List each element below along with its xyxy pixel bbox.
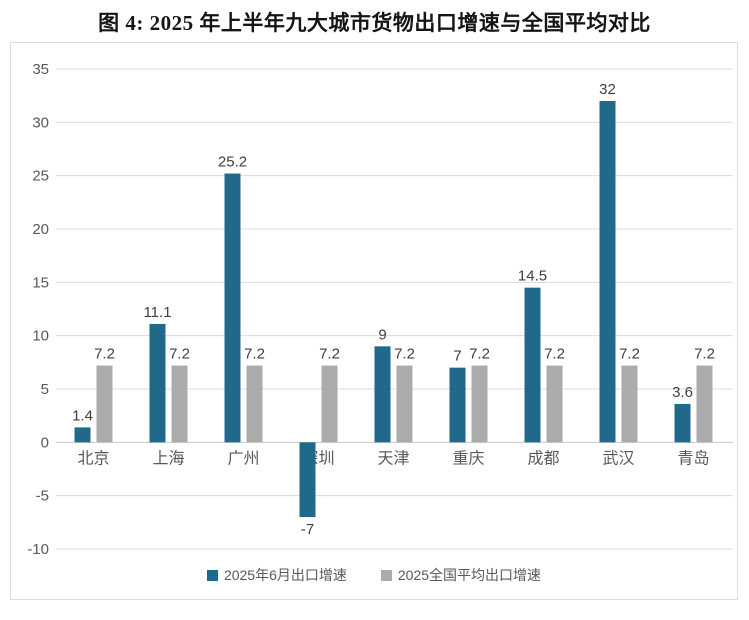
- value-label: 7.2: [169, 346, 190, 363]
- y-tick-label: 15: [32, 274, 49, 291]
- y-tick-label: 35: [32, 61, 49, 78]
- bar: [96, 365, 113, 443]
- legend-item-june-exports: 2025年6月出口增速: [206, 565, 347, 585]
- value-label: 7.2: [469, 346, 490, 363]
- x-category-label: 青岛: [677, 449, 709, 467]
- y-tick-label: 25: [32, 168, 49, 185]
- chart-area: 35 30 25 20 15 10 5 0 -5 -10 北京 上海 广州 深圳 天津 重庆 成都 武汉 青岛 1.4…: [10, 42, 738, 600]
- bar: [374, 346, 391, 443]
- value-label: 7.2: [694, 346, 715, 363]
- y-tick-label: 0: [41, 434, 49, 451]
- bar: [299, 442, 316, 517]
- bar: [524, 287, 541, 443]
- bar: [321, 365, 338, 443]
- y-tick-label: 30: [32, 114, 49, 131]
- value-label: 3.6: [672, 384, 693, 401]
- legend-swatch-national-average: [380, 569, 392, 581]
- x-category-label: 成都: [527, 449, 559, 467]
- value-label: 11.1: [143, 304, 171, 321]
- x-category-label: 广州: [227, 449, 259, 467]
- bar: [74, 427, 91, 443]
- y-tick-label: -10: [27, 541, 49, 555]
- value-label: 14.5: [518, 268, 547, 285]
- y-tick-label: 5: [41, 381, 49, 398]
- value-label: -7: [301, 521, 314, 538]
- legend-label-national-average: 2025全国平均出口增速: [397, 567, 542, 583]
- bar: [599, 101, 616, 443]
- legend-swatch-june-exports: [206, 569, 218, 581]
- y-tick-label: 20: [32, 221, 49, 238]
- bar: [471, 365, 488, 443]
- value-label: 7: [453, 348, 461, 365]
- value-label: 7.2: [619, 346, 640, 363]
- chart-title: 图 4: 2025 年上半年九大城市货物出口增速与全国平均对比: [98, 11, 651, 35]
- legend: 2025年6月出口增速 2025全国平均出口增速: [11, 565, 737, 585]
- bar: [246, 365, 263, 443]
- value-label: 32: [599, 81, 616, 98]
- value-label: 7.2: [319, 346, 340, 363]
- x-category-label: 北京: [77, 449, 109, 467]
- legend-label-june-exports: 2025年6月出口增速: [223, 567, 347, 583]
- x-category-label: 武汉: [602, 449, 634, 467]
- y-tick-label: 10: [32, 328, 49, 345]
- x-category-label: 上海: [152, 449, 184, 467]
- bar: [546, 365, 563, 443]
- bar: [171, 365, 188, 443]
- value-label: 7.2: [394, 346, 415, 363]
- legend-item-national-average: 2025全国平均出口增速: [380, 565, 542, 585]
- y-tick-label: -5: [36, 488, 49, 505]
- value-label: 7.2: [94, 346, 115, 363]
- value-label: 1.4: [72, 407, 93, 424]
- bar: [149, 323, 166, 443]
- value-label: 9: [378, 326, 386, 343]
- value-label: 25.2: [218, 154, 247, 171]
- x-category-label: 天津: [377, 449, 409, 467]
- bar: [224, 173, 241, 443]
- x-category-label: 重庆: [452, 449, 484, 467]
- bar: [621, 365, 638, 443]
- bar: [449, 367, 466, 443]
- value-label: 7.2: [244, 346, 265, 363]
- value-label: 7.2: [544, 346, 565, 363]
- bar: [396, 365, 413, 443]
- bar: [674, 403, 691, 443]
- bar: [696, 365, 713, 443]
